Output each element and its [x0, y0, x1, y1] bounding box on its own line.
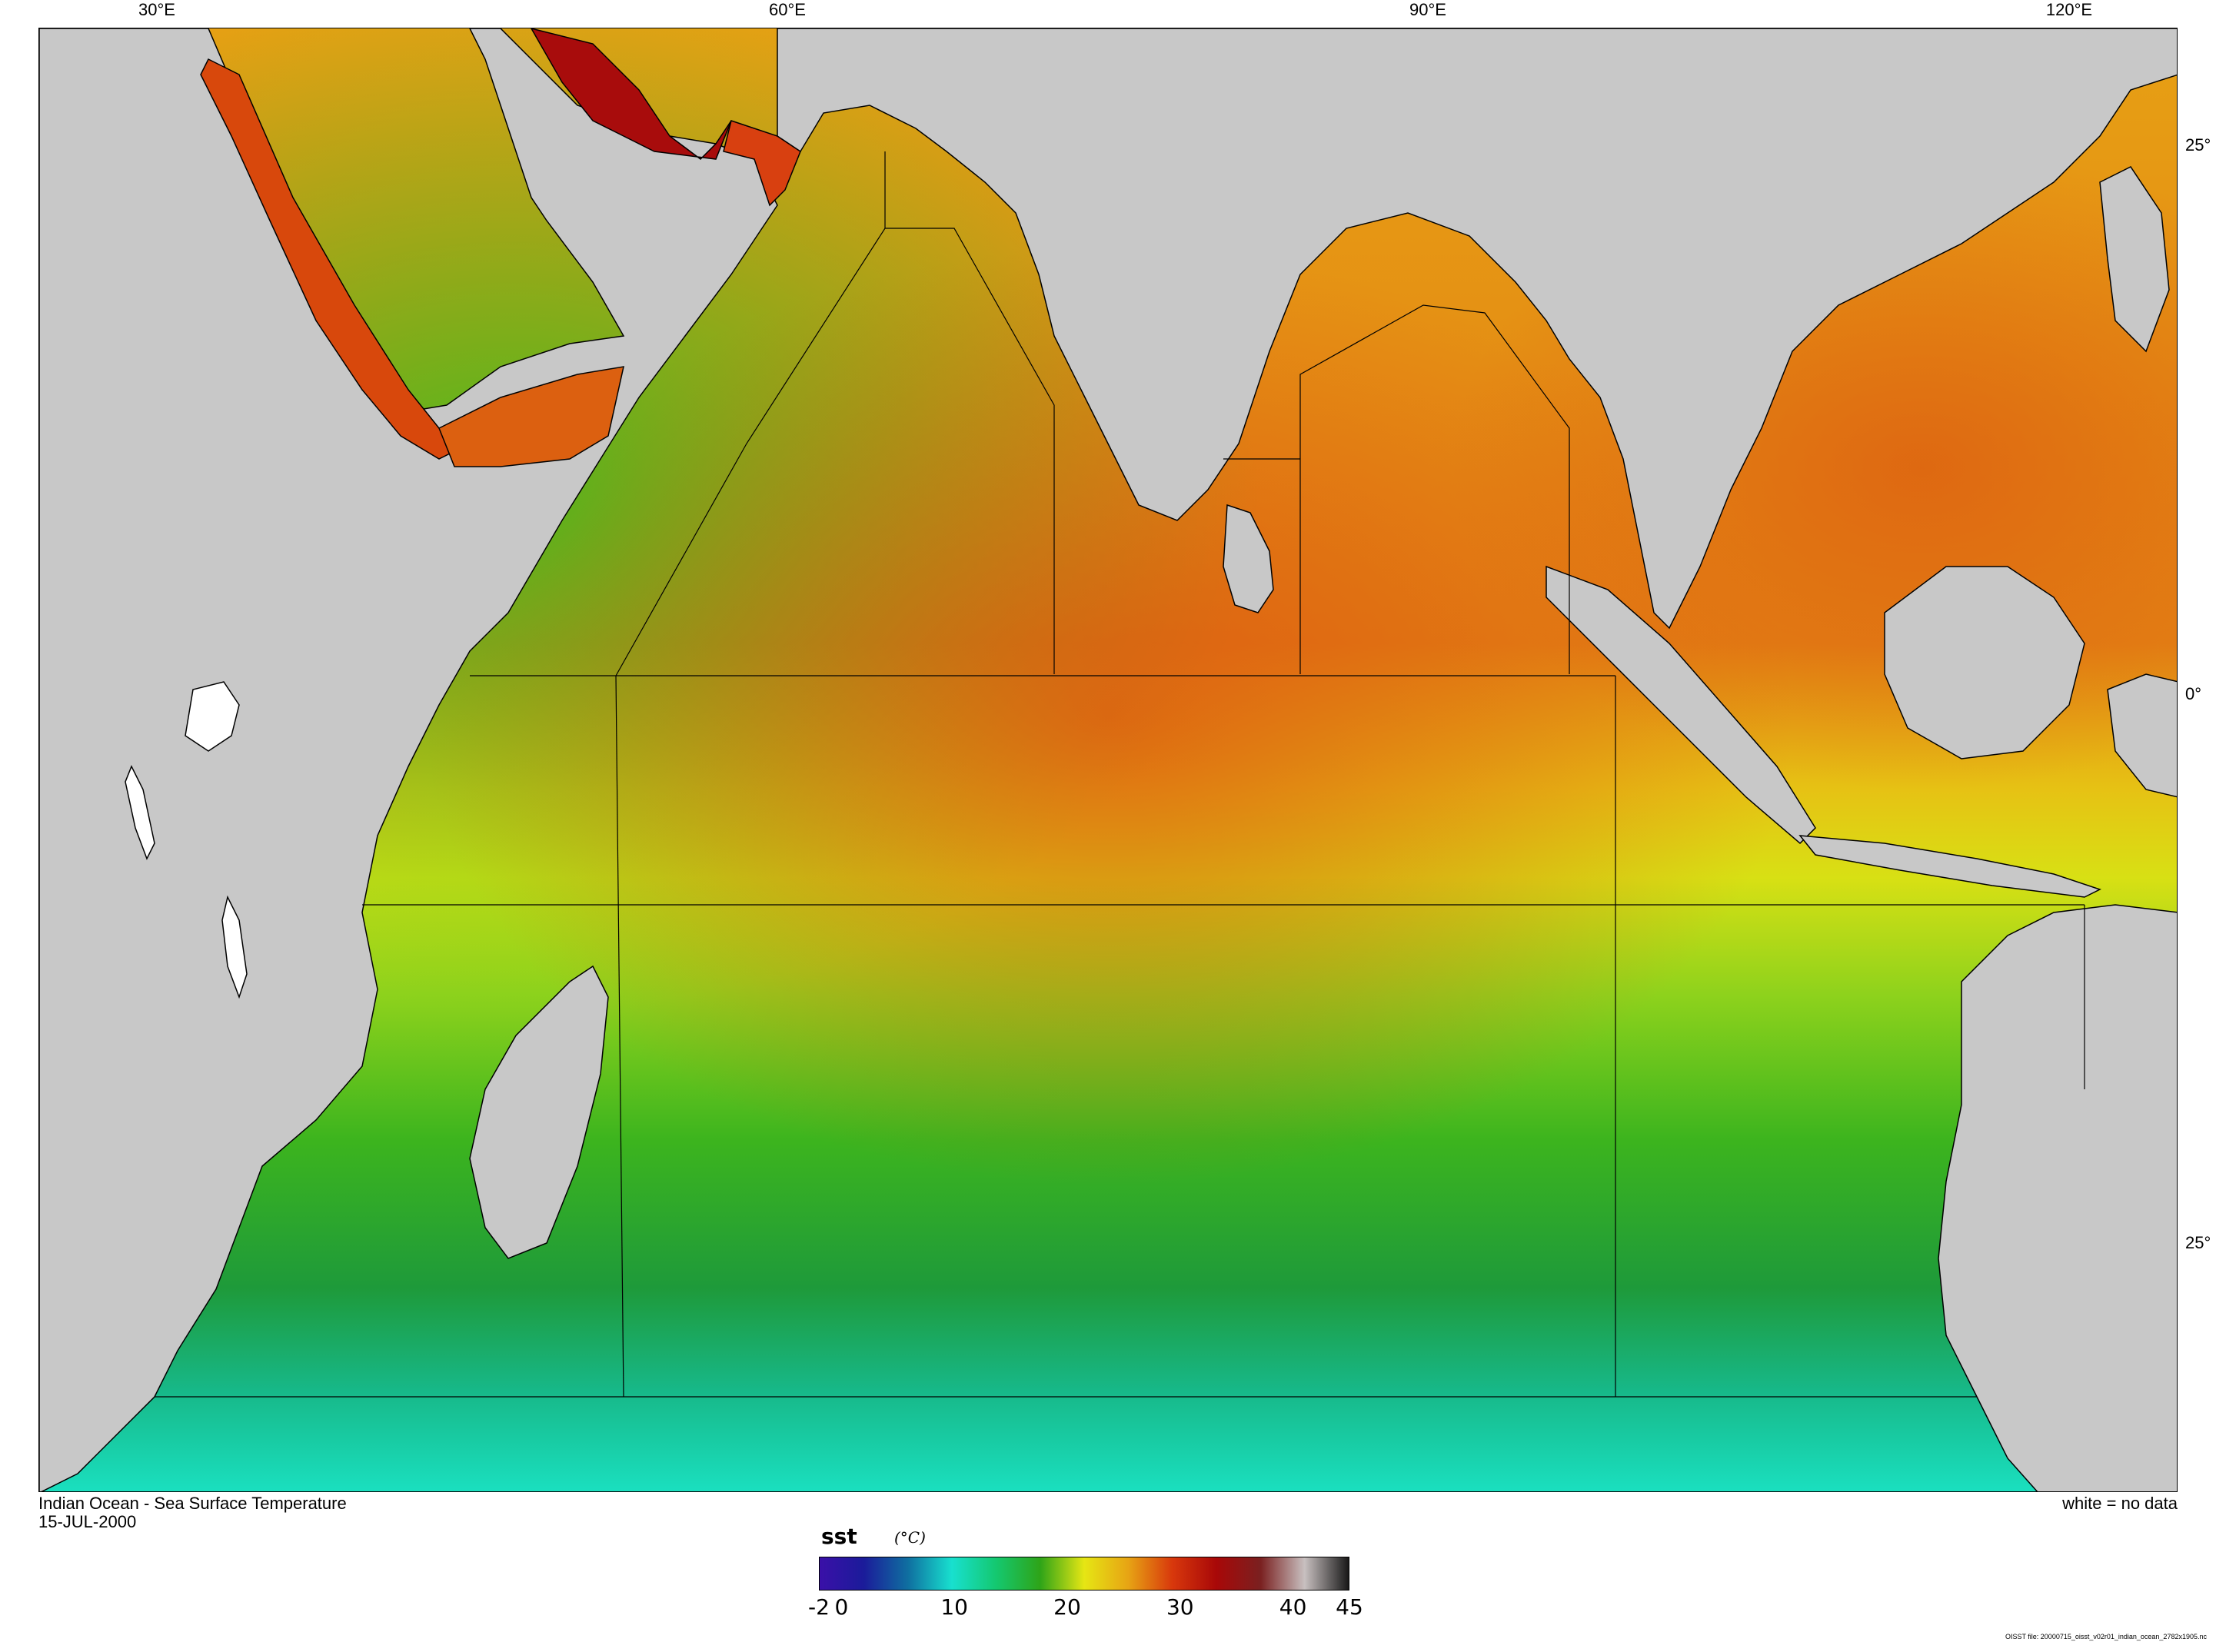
land-borneo: [1884, 566, 2085, 760]
gulf-of-aden: [438, 366, 624, 467]
colorbar-tick-label: 0: [834, 1594, 849, 1620]
colorbar-tick-label: 40: [1279, 1594, 1307, 1620]
lat-label-25n: 25°: [2185, 135, 2211, 155]
file-note: OISST file: 20000715_oisst_v02r01_indian…: [2005, 1633, 2207, 1640]
no-data-note: white = no data: [2062, 1494, 2178, 1513]
lat-label-25s: 25°: [2185, 1233, 2211, 1252]
colorbar-tick-label: -2: [808, 1594, 830, 1620]
colorbar-tick-label: 20: [1053, 1594, 1081, 1620]
lon-label-120e: 120°E: [2045, 0, 2093, 19]
map-date: 15-JUL-2000: [38, 1512, 137, 1531]
map-title: Indian Ocean - Sea Surface Temperature: [38, 1494, 347, 1513]
land-java: [1798, 835, 2101, 898]
red-sea: [200, 58, 471, 460]
land-sri-lanka: [1223, 504, 1274, 613]
region-boundaries: [155, 151, 2085, 1398]
no-data-lake-tanganyika: [125, 765, 155, 860]
lon-label-30e: 30°E: [138, 0, 175, 19]
land-madagascar: [469, 965, 609, 1259]
colorbar-units: (°C): [894, 1528, 926, 1547]
sst-map-svg: [39, 28, 2177, 1491]
lon-label-60e: 60°E: [769, 0, 806, 19]
colorbar-variable: sst: [821, 1524, 857, 1549]
colorbar: [819, 1557, 1349, 1591]
no-data-lake-malawi: [221, 895, 248, 999]
colorbar-tick-label: 10: [940, 1594, 968, 1620]
land-australia: [1938, 904, 2177, 1491]
no-data-lake-victoria: [185, 681, 240, 752]
land-sumatra: [1546, 565, 1816, 845]
land-philippines: [2099, 166, 2170, 353]
lat-label-0: 0°: [2185, 684, 2202, 703]
land-sulawesi: [2107, 673, 2177, 798]
colorbar-tick-label: 30: [1166, 1594, 1194, 1620]
sst-map: [38, 28, 2178, 1492]
land-asia: [777, 28, 2177, 630]
lon-label-90e: 90°E: [1409, 0, 1446, 19]
colorbar-tick-label: 45: [1336, 1594, 1363, 1620]
